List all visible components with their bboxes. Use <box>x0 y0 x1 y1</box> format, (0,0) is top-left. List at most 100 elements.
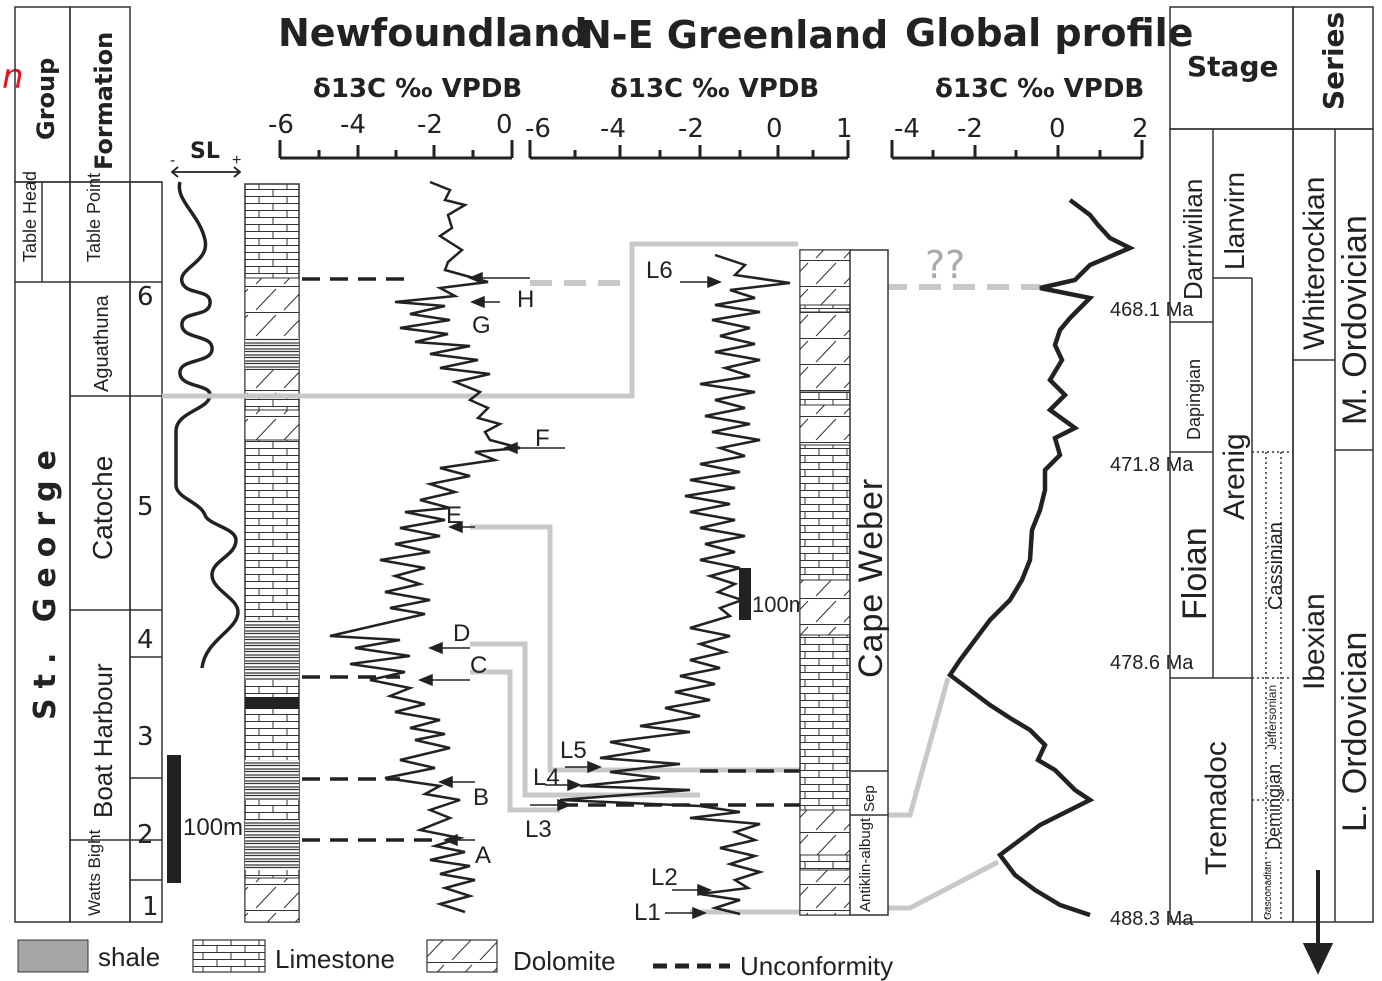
scale-bar-greenland-label: 100m <box>752 592 807 617</box>
corner-letter: n <box>2 57 24 97</box>
column-title-greenland: N-E Greenland <box>580 13 888 57</box>
newfoundland-markers: H G F E D C B A <box>446 286 550 869</box>
age-labels: 468.1 Ma 471.8 Ma 478.6 Ma 488.3 Ma <box>1110 299 1194 930</box>
stage-darriwilian: Darriwilian <box>1178 179 1208 300</box>
sea-level-label: SL <box>190 139 220 164</box>
marker-label: F <box>535 425 550 452</box>
group-name-st-george: St. George <box>28 440 63 720</box>
formation-watts-bight: Watts Bight <box>85 829 104 916</box>
na-stage-jeffersonian: Jeffersonian <box>1265 685 1279 750</box>
marker-label: B <box>473 784 489 811</box>
sequence-number: 2 <box>137 820 154 850</box>
sequence-numbers: 6 5 4 3 2 1 <box>137 282 159 922</box>
marker-label: L3 <box>525 816 552 843</box>
correlation-line-6 <box>162 241 798 399</box>
stage-floian: Floian <box>1176 527 1214 620</box>
sequence-number: 4 <box>137 625 154 655</box>
scale-bar-greenland <box>739 568 751 620</box>
series-l-ordovician: L. Ordovician <box>1336 632 1374 832</box>
correlation-line-c <box>470 669 560 813</box>
sequence-number: 3 <box>137 722 154 752</box>
correlation-line-sep <box>880 677 951 818</box>
age-label: 478.6 Ma <box>1110 652 1194 674</box>
axis-newfoundland <box>278 140 514 160</box>
axis-greenland <box>528 140 850 160</box>
legend: shale Limestone Dolomite Unconformity <box>17 939 893 981</box>
stage-dapingian: Dapingian <box>1184 359 1204 440</box>
axis-label-newfoundland: δ13C ‰ VPDB <box>313 74 522 104</box>
tick-label: -4 <box>600 114 626 144</box>
tick-label: -2 <box>957 114 983 144</box>
sequence-number: 6 <box>137 282 154 312</box>
axis-label-global: δ13C ‰ VPDB <box>935 74 1144 104</box>
legend-label-limestone: Limestone <box>275 944 395 974</box>
sequence-number: 1 <box>142 892 159 922</box>
formation-table-head: Table Head <box>20 171 40 262</box>
axis-label-greenland: δ13C ‰ VPDB <box>610 74 819 104</box>
time-arrow-icon <box>1302 870 1334 975</box>
greenland-lithology-column <box>799 249 889 916</box>
formation-table-point: Table Point <box>84 173 104 262</box>
greenland-marker-arrows <box>530 275 722 920</box>
tick-label: -4 <box>340 110 366 140</box>
correlation-line-base <box>690 859 1000 915</box>
correlation-line-e <box>470 524 800 773</box>
tick-label: -2 <box>678 114 704 144</box>
sea-level-curve <box>174 181 240 669</box>
stage-header: Stage <box>1187 50 1278 83</box>
greenland-formation-cape-weber: Cape Weber <box>852 478 890 678</box>
formation-aguathuna: Aguathuna <box>91 294 113 392</box>
marker-label: C <box>470 652 487 679</box>
question-marks: ?? <box>925 243 965 287</box>
british-series-arenig: Arenig <box>1218 433 1251 520</box>
marker-label: L6 <box>646 257 673 284</box>
marker-label: G <box>472 312 491 339</box>
sequence-number: 5 <box>137 492 154 522</box>
greenland-formation-sep: Sep <box>861 785 878 812</box>
age-label: 468.1 Ma <box>1110 299 1194 321</box>
tick-label: -6 <box>268 110 294 140</box>
tick-label: -4 <box>894 114 920 144</box>
marker-label: L2 <box>651 864 678 891</box>
stage-tremadoc: Tremadoc <box>1200 741 1233 875</box>
british-series-llanvirn: Llanvirn <box>1219 172 1250 270</box>
formation-header: Formation <box>90 32 118 170</box>
series-m-ordovician: M. Ordovician <box>1336 215 1374 425</box>
legend-swatch-limestone <box>192 939 266 973</box>
marker-label: L1 <box>634 899 661 926</box>
legend-label-dolomite: Dolomite <box>513 946 616 976</box>
marker-label: D <box>453 620 470 647</box>
legend-swatch-shale <box>17 939 89 973</box>
newfoundland-d13c-curve <box>329 180 521 914</box>
scale-bar-label: 100m <box>183 814 243 841</box>
marker-label: L5 <box>560 737 587 764</box>
legend-label-unconformity: Unconformity <box>740 951 893 981</box>
legend-label-shale: shale <box>98 942 160 972</box>
global-d13c-curve <box>946 198 1136 918</box>
column-title-newfoundland: Newfoundland <box>278 11 588 55</box>
na-stage-demingian: Demingian <box>1264 764 1284 850</box>
marker-label: H <box>517 286 534 313</box>
age-label: 488.3 Ma <box>1110 908 1194 930</box>
sea-level-arrow <box>170 166 242 178</box>
na-series-ibexian: Ibexian <box>1298 593 1331 690</box>
age-label: 471.8 Ma <box>1110 454 1194 476</box>
axis-ticks-global: -4 -2 0 2 <box>894 114 1149 144</box>
column-title-global: Global profile <box>905 11 1193 55</box>
marker-label: E <box>446 502 462 529</box>
axis-ticks-greenland: -6 -4 -2 0 1 <box>525 114 853 144</box>
marker-label: L4 <box>533 764 560 791</box>
axis-global <box>890 140 1144 160</box>
tick-label: 1 <box>836 114 853 144</box>
legend-swatch-dolomite <box>426 939 498 973</box>
greenland-formation-antiklinalbugt: Antiklin-albugt <box>857 817 874 912</box>
right-chronostratigraphy-table <box>1169 6 1374 923</box>
newfoundland-marker-arrows <box>418 271 565 847</box>
greenland-d13c-curve <box>559 253 791 916</box>
tick-label: -2 <box>417 110 443 140</box>
formation-boat-harbour: Boat Harbour <box>88 663 118 818</box>
sea-level-plus: + <box>232 152 241 169</box>
tick-label: -6 <box>525 114 551 144</box>
